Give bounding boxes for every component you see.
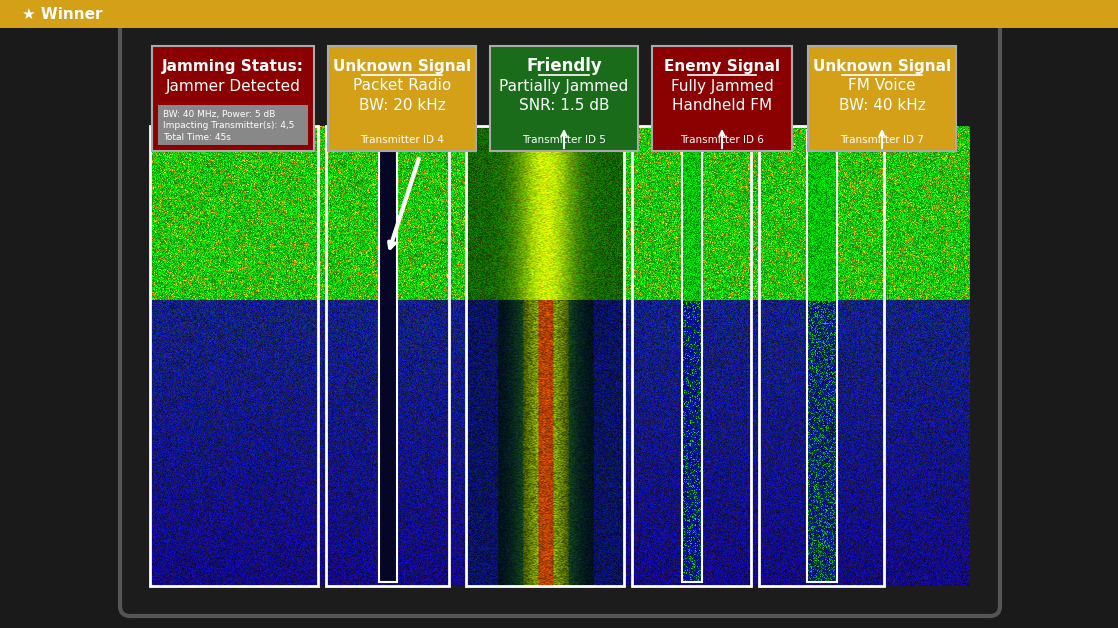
Bar: [632, 126, 751, 586]
Bar: [150, 126, 319, 586]
Text: Jamming Status:: Jamming Status:: [162, 58, 304, 73]
Bar: [466, 126, 624, 586]
Text: Jammer Detected: Jammer Detected: [165, 78, 301, 94]
Text: Transmitter ID 5: Transmitter ID 5: [522, 135, 606, 145]
Text: BW: 20 kHz: BW: 20 kHz: [359, 97, 445, 112]
Bar: [158, 105, 307, 145]
Text: Friendly: Friendly: [527, 57, 601, 75]
Text: Partially Jammed: Partially Jammed: [500, 78, 628, 94]
Bar: [808, 46, 956, 151]
Bar: [0, 0, 1118, 28]
Bar: [682, 130, 702, 582]
Text: Impacting Transmitter(s): 4,5: Impacting Transmitter(s): 4,5: [163, 121, 294, 131]
Text: BW: 40 MHz, Power: 5 dB: BW: 40 MHz, Power: 5 dB: [163, 111, 275, 119]
Bar: [490, 46, 638, 151]
Text: ★ Winner: ★ Winner: [22, 6, 103, 21]
Text: Unknown Signal: Unknown Signal: [333, 58, 471, 73]
Bar: [652, 46, 792, 151]
Text: Total Time: 45s: Total Time: 45s: [163, 133, 231, 141]
Text: Handheld FM: Handheld FM: [672, 97, 773, 112]
Text: FM Voice: FM Voice: [849, 78, 916, 94]
Bar: [759, 126, 884, 586]
Bar: [150, 126, 970, 586]
Bar: [326, 126, 449, 586]
Bar: [379, 130, 397, 582]
FancyBboxPatch shape: [120, 16, 999, 616]
Text: BW: 40 kHz: BW: 40 kHz: [838, 97, 926, 112]
Text: Enemy Signal: Enemy Signal: [664, 58, 780, 73]
Text: Transmitter ID 7: Transmitter ID 7: [840, 135, 923, 145]
Bar: [152, 46, 314, 151]
Bar: [328, 46, 476, 151]
Bar: [806, 130, 836, 582]
Text: Transmitter ID 4: Transmitter ID 4: [360, 135, 444, 145]
Text: Unknown Signal: Unknown Signal: [813, 58, 951, 73]
Text: Packet Radio: Packet Radio: [353, 78, 452, 94]
Text: Transmitter ID 6: Transmitter ID 6: [680, 135, 764, 145]
Text: Fully Jammed: Fully Jammed: [671, 78, 774, 94]
Text: SNR: 1.5 dB: SNR: 1.5 dB: [519, 97, 609, 112]
